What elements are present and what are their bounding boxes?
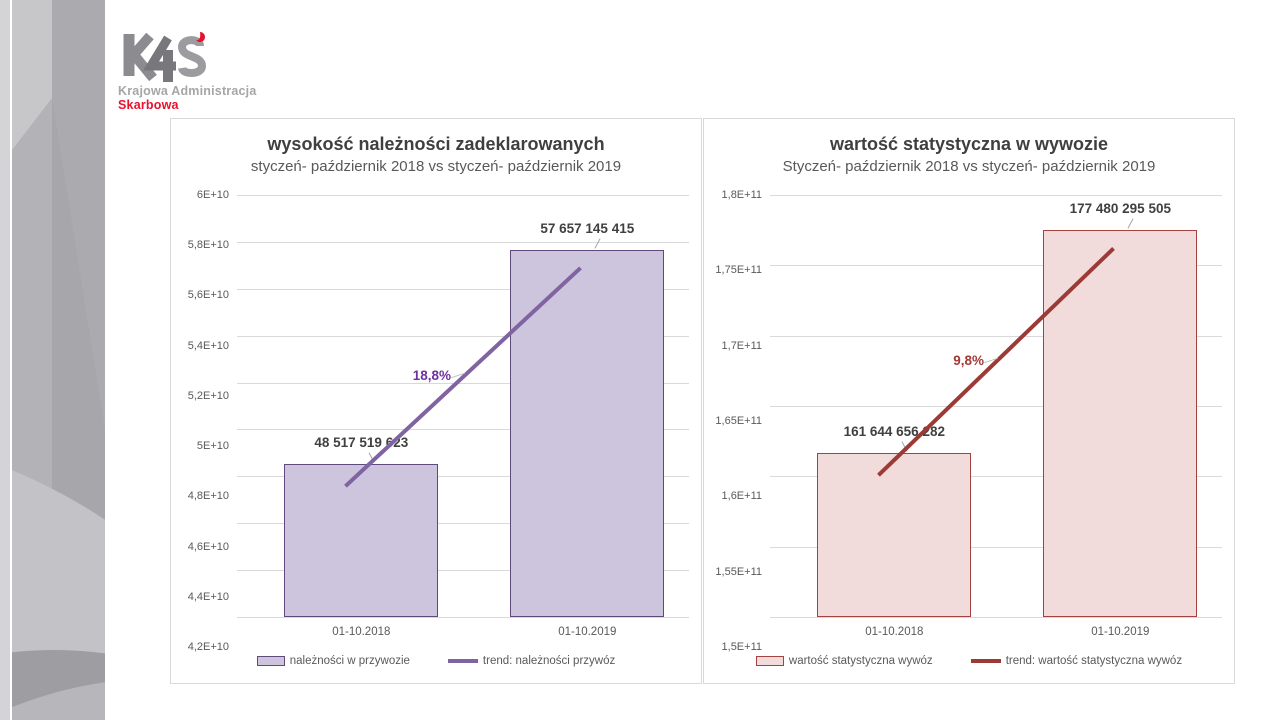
bar-value-label: 57 657 145 415: [540, 220, 635, 236]
x-category-label: 01-10.2019: [1091, 626, 1150, 638]
chart-subtitle: Styczeń- październik 2018 vs styczeń- pa…: [782, 158, 1156, 175]
y-tick-label: 1,5E+11: [721, 641, 762, 653]
chart-panel-naleznosci: wysokość należności zadeklarowanych styc…: [170, 118, 702, 684]
kas-logo: Krajowa Administracja Skarbowa: [118, 30, 288, 112]
y-tick-label: 1,75E+11: [715, 264, 762, 277]
x-axis: 01-10.2018 01-10.2019: [237, 617, 689, 647]
gridline: [770, 546, 1222, 548]
chart-subtitle: styczeń- październik 2018 vs styczeń- pa…: [250, 158, 622, 175]
y-tick-label: 5,6E+10: [187, 289, 229, 302]
legend-item-bar: należności w przywozie: [256, 655, 410, 667]
chart-panel-wartosc-statystyczna: wartość statystyczna w wywozie Styczeń- …: [703, 118, 1235, 684]
legend: wartość statystyczna wywóz trend: wartoś…: [704, 655, 1234, 667]
legend-trend-label: trend: wartość statystyczna wywóz: [1005, 655, 1183, 667]
plot-area: 48 517 519 623 57 657 145 415 18,8%: [237, 195, 689, 618]
y-tick-label: 4,6E+10: [187, 540, 229, 553]
trend-line: [877, 247, 1115, 477]
deco-strip: [0, 0, 10, 720]
y-axis: 1,8E+11 1,75E+11 1,7E+11 1,65E+11 1,6E+11 1,5…: [712, 189, 770, 653]
logo-text-line2: Skarbowa: [118, 98, 179, 112]
gridline: [237, 241, 689, 243]
y-tick-label: 1,7E+11: [721, 339, 762, 352]
legend-bar-swatch: [256, 656, 285, 666]
bar-01-10.2019: [1043, 230, 1198, 617]
x-category-label: 01-10.2019: [558, 626, 617, 638]
bar-01-10.2018: [284, 464, 439, 617]
bar-01-10.2018: [817, 453, 972, 617]
x-category-label: 01-10.2018: [865, 626, 924, 638]
x-category-label: 01-10.2018: [332, 626, 391, 638]
logo-text-line1: Krajowa Administracja: [118, 84, 257, 98]
gridline: [770, 195, 1222, 196]
gridline: [770, 617, 1222, 618]
gridline: [770, 265, 1222, 267]
y-tick-label: 1,65E+11: [715, 415, 762, 427]
gridline: [770, 335, 1222, 337]
legend: należności w przywozie trend: należności…: [171, 655, 701, 667]
y-tick-label: 4,8E+10: [187, 490, 229, 503]
x-axis: 01-10.2018 01-10.2019: [770, 617, 1222, 647]
gridline: [770, 476, 1222, 478]
legend-trend-swatch: [447, 659, 478, 663]
legend-bar-label: należności w przywozie: [289, 655, 410, 667]
chart-title: wysokość należności zadeklarowanych: [267, 134, 605, 154]
gridline: [237, 335, 689, 337]
y-tick-label: 5E+10: [196, 440, 229, 453]
y-tick-label: 5,2E+10: [187, 389, 229, 402]
y-tick-label: 1,8E+11: [721, 189, 762, 201]
legend-trend-swatch: [970, 659, 1001, 663]
gridline: [237, 617, 689, 618]
kas-logo-mark: [123, 32, 207, 82]
y-tick-label: 5,8E+10: [187, 239, 229, 252]
chart-title: wartość statystyczna w wywozie: [829, 134, 1109, 154]
plot-wrap: 6E+10 5,8E+10 5,6E+10 5,4E+10 5,2E+10 5E+10 4,…: [179, 189, 689, 653]
y-tick-label: 1,55E+11: [715, 565, 762, 578]
y-tick-label: 5,4E+10: [187, 339, 229, 352]
gridline: [770, 406, 1222, 407]
trend-percent-label: 18,8%: [412, 368, 451, 384]
gridline: [237, 476, 689, 478]
deco-column: [12, 0, 105, 720]
legend-item-bar: wartość statystyczna wywóz: [755, 655, 933, 667]
legend-item-trend: trend: należności przywóz: [447, 655, 616, 667]
plot-area: 161 644 656 282 177 480 295 505 9,8%: [770, 195, 1222, 618]
plot-wrap: 1,8E+11 1,75E+11 1,7E+11 1,65E+11 1,6E+11 1,5…: [712, 189, 1222, 653]
gridline: [237, 195, 689, 196]
y-axis: 6E+10 5,8E+10 5,6E+10 5,4E+10 5,2E+10 5E+10 4,…: [179, 189, 237, 653]
legend-bar-swatch: [755, 656, 784, 666]
gridline: [237, 382, 689, 384]
gridline: [237, 523, 689, 525]
legend-bar-label: wartość statystyczna wywóz: [788, 655, 933, 667]
bar-value-label: 48 517 519 623: [314, 435, 409, 451]
y-tick-label: 4,4E+10: [187, 590, 229, 603]
gridline: [237, 570, 689, 572]
y-tick-label: 4,2E+10: [187, 641, 229, 653]
y-tick-label: 1,6E+11: [721, 490, 762, 503]
bar-value-label: 177 480 295 505: [1069, 201, 1171, 217]
trend-percent-label: 9,8%: [953, 352, 984, 368]
gridline: [237, 429, 689, 431]
gridline: [237, 288, 689, 290]
y-tick-label: 6E+10: [196, 189, 229, 201]
logo-red-accent: [196, 32, 205, 42]
legend-item-trend: trend: wartość statystyczna wywóz: [970, 655, 1183, 667]
trend-line: [344, 266, 582, 488]
legend-trend-label: trend: należności przywóz: [482, 655, 616, 667]
